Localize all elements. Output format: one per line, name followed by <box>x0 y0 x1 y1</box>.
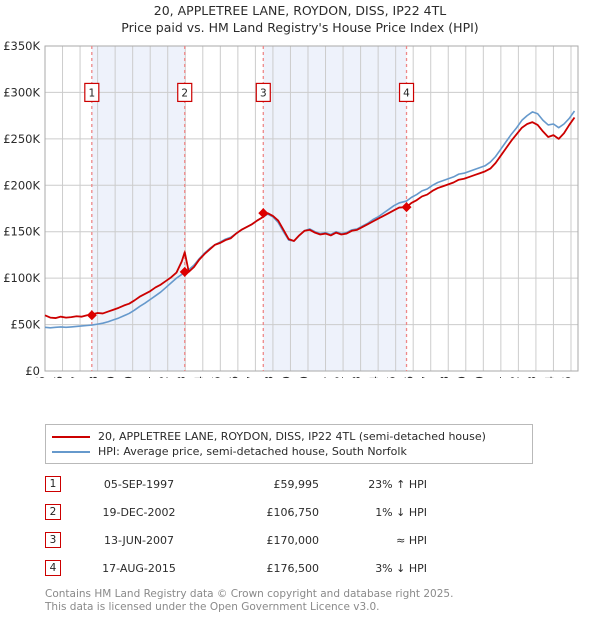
x-axis-tick-label: 2001 <box>139 376 153 378</box>
series-price-line <box>44 116 576 319</box>
row-date: 13-JUN-2007 <box>103 533 175 547</box>
sale-marker-number: 1 <box>88 87 95 99</box>
row-marker-number: 4 <box>45 560 61 576</box>
sale-marker-box[interactable] <box>255 82 271 103</box>
sale-point-marker[interactable] <box>179 266 190 277</box>
shaded-band <box>91 46 185 371</box>
price-paid-trend-line <box>44 116 576 319</box>
x-axis-tick-label: 2025 <box>560 376 574 378</box>
sale-marker-number: 2 <box>181 87 188 99</box>
x-axis-tick-label: 2007 <box>244 376 258 378</box>
row-date: 05-SEP-1997 <box>103 477 175 491</box>
chart-legend: 20, APPLETREE LANE, ROYDON, DISS, IP22 4… <box>45 424 533 464</box>
row-marker-number: 3 <box>45 532 61 548</box>
table-row[interactable]: 1 05-SEP-1997 £59,995 23% ↑ HPI <box>45 470 445 498</box>
y-axis-tick-label: £50K <box>11 318 41 332</box>
x-axis-tick-label: 2016 <box>402 376 416 378</box>
row-marker-number: 1 <box>45 476 61 492</box>
x-axis-tick-label: 2013 <box>350 376 364 378</box>
x-axis-tick-label: 2017 <box>420 376 434 378</box>
row-hpi-delta: ≈ HPI <box>396 533 427 547</box>
row-price: £170,000 <box>266 533 320 547</box>
table-row[interactable]: 3 13-JUN-2007 £170,000 ≈ HPI <box>45 526 445 554</box>
chart-header: 20, APPLETREE LANE, ROYDON, DISS, IP22 4… <box>0 2 600 36</box>
x-axis-tick-label: 2015 <box>385 376 399 378</box>
x-axis-tick-label: 2004 <box>192 376 206 378</box>
x-axis-tick-label: 1995 <box>34 376 48 378</box>
x-axis-tick-label: 1997 <box>69 376 83 378</box>
legend-label-price: 20, APPLETREE LANE, ROYDON, DISS, IP22 4… <box>98 430 486 443</box>
row-price: £106,750 <box>266 505 320 519</box>
x-axis-tick-label: 2010 <box>297 376 311 378</box>
x-axis-tick-label: 2021 <box>490 376 504 378</box>
x-axis-tick-label: 2024 <box>542 376 556 378</box>
sale-point-marker[interactable] <box>258 208 269 219</box>
x-axis-tick-label: 2008 <box>262 376 276 378</box>
x-axis-tick-label: 2005 <box>209 376 223 378</box>
plot-area-border <box>44 45 579 372</box>
row-price: £59,995 <box>273 477 320 491</box>
marker-number-boxes: 1 2 3 4 <box>84 82 415 103</box>
row-hpi-delta: 23% ↑ HPI <box>368 477 427 491</box>
legend-swatch-hpi <box>52 450 90 453</box>
sale-point-marker[interactable] <box>401 202 412 213</box>
x-axis-tick-label: 2002 <box>157 376 171 378</box>
shaded-bands <box>91 46 407 371</box>
x-axis-tick-label: 2019 <box>455 376 469 378</box>
x-axis-tick-label: 2011 <box>315 376 329 378</box>
table-row[interactable]: 2 19-DEC-2002 £106,750 1% ↓ HPI <box>45 498 445 526</box>
x-axis-tick-label: 2023 <box>525 376 539 378</box>
y-axis-tick-label: £300K <box>3 85 40 99</box>
y-axis-tick-label: £0 <box>25 364 40 378</box>
x-axis-tick-label: 2020 <box>472 376 486 378</box>
sale-marker-number: 3 <box>260 87 267 99</box>
footer-attribution: Contains HM Land Registry data © Crown c… <box>45 588 565 613</box>
row-hpi-delta: 3% ↓ HPI <box>375 561 427 575</box>
transactions-table: 1 05-SEP-1997 £59,995 23% ↑ HPI 2 19-DEC… <box>45 470 445 582</box>
x-axis-tick-label: 2003 <box>174 376 188 378</box>
y-axis-tick-label: £150K <box>3 225 40 239</box>
sale-marker-number: 4 <box>403 87 410 99</box>
legend-swatch-price <box>52 435 90 438</box>
chart-canvas: £0 £50K £100K £150K £200K £250K £300K £350K 199… <box>3 39 579 378</box>
plot-border <box>44 45 579 372</box>
x-axis-tick-label: 2014 <box>367 376 381 378</box>
row-date: 19-DEC-2002 <box>102 505 176 519</box>
row-marker-number: 2 <box>45 504 61 520</box>
sale-point-marker[interactable] <box>86 310 97 321</box>
legend-item-hpi: HPI: Average price, semi-detached house,… <box>52 444 526 459</box>
x-axis-tick-label: 2022 <box>507 376 521 378</box>
legend-item-price: 20, APPLETREE LANE, ROYDON, DISS, IP22 4… <box>52 429 526 444</box>
sale-marker-box[interactable] <box>177 82 193 103</box>
x-axis-tick-label: 2018 <box>437 376 451 378</box>
x-axis-tick-label: 1998 <box>87 376 101 378</box>
x-axis-labels: 1995 19961997 19981999 20002001 20022003 2004… <box>34 376 574 378</box>
x-axis-tick-label: 2009 <box>279 376 293 378</box>
footer-line-1: Contains HM Land Registry data © Crown c… <box>45 588 454 600</box>
page-subtitle: Price paid vs. HM Land Registry's House … <box>121 20 479 35</box>
y-axis-tick-label: £200K <box>3 178 40 192</box>
row-date: 17-AUG-2015 <box>102 561 176 575</box>
x-axis-tick-label: 2012 <box>332 376 346 378</box>
legend-label-hpi: HPI: Average price, semi-detached house,… <box>98 445 407 458</box>
row-hpi-delta: 1% ↓ HPI <box>375 505 427 519</box>
y-axis-tick-label: £350K <box>3 39 40 53</box>
footer-line-2: This data is licensed under the Open Gov… <box>45 600 380 613</box>
y-axis-tick-label: £250K <box>3 132 40 146</box>
row-price: £176,500 <box>266 561 320 575</box>
sale-point-markers <box>86 202 412 321</box>
y-axis-labels: £0 £50K £100K £150K £200K £250K £300K £350K <box>3 39 40 378</box>
y-axis-tick-label: £100K <box>3 271 40 285</box>
x-axis-tick-label: 1999 <box>104 376 118 378</box>
x-axis-tick-label: 2000 <box>122 376 136 378</box>
x-axis-tick-label: 1996 <box>52 376 66 378</box>
table-row[interactable]: 4 17-AUG-2015 £176,500 3% ↓ HPI <box>45 554 445 582</box>
sale-marker-box[interactable] <box>398 82 415 103</box>
sale-marker-box[interactable] <box>84 82 100 103</box>
price-history-chart: £0 £50K £100K £150K £200K £250K £300K £350K 199… <box>0 38 600 378</box>
x-axis-tick-label: 2006 <box>227 376 241 378</box>
page-title: 20, APPLETREE LANE, ROYDON, DISS, IP22 4… <box>153 3 447 18</box>
shaded-band <box>263 46 407 371</box>
